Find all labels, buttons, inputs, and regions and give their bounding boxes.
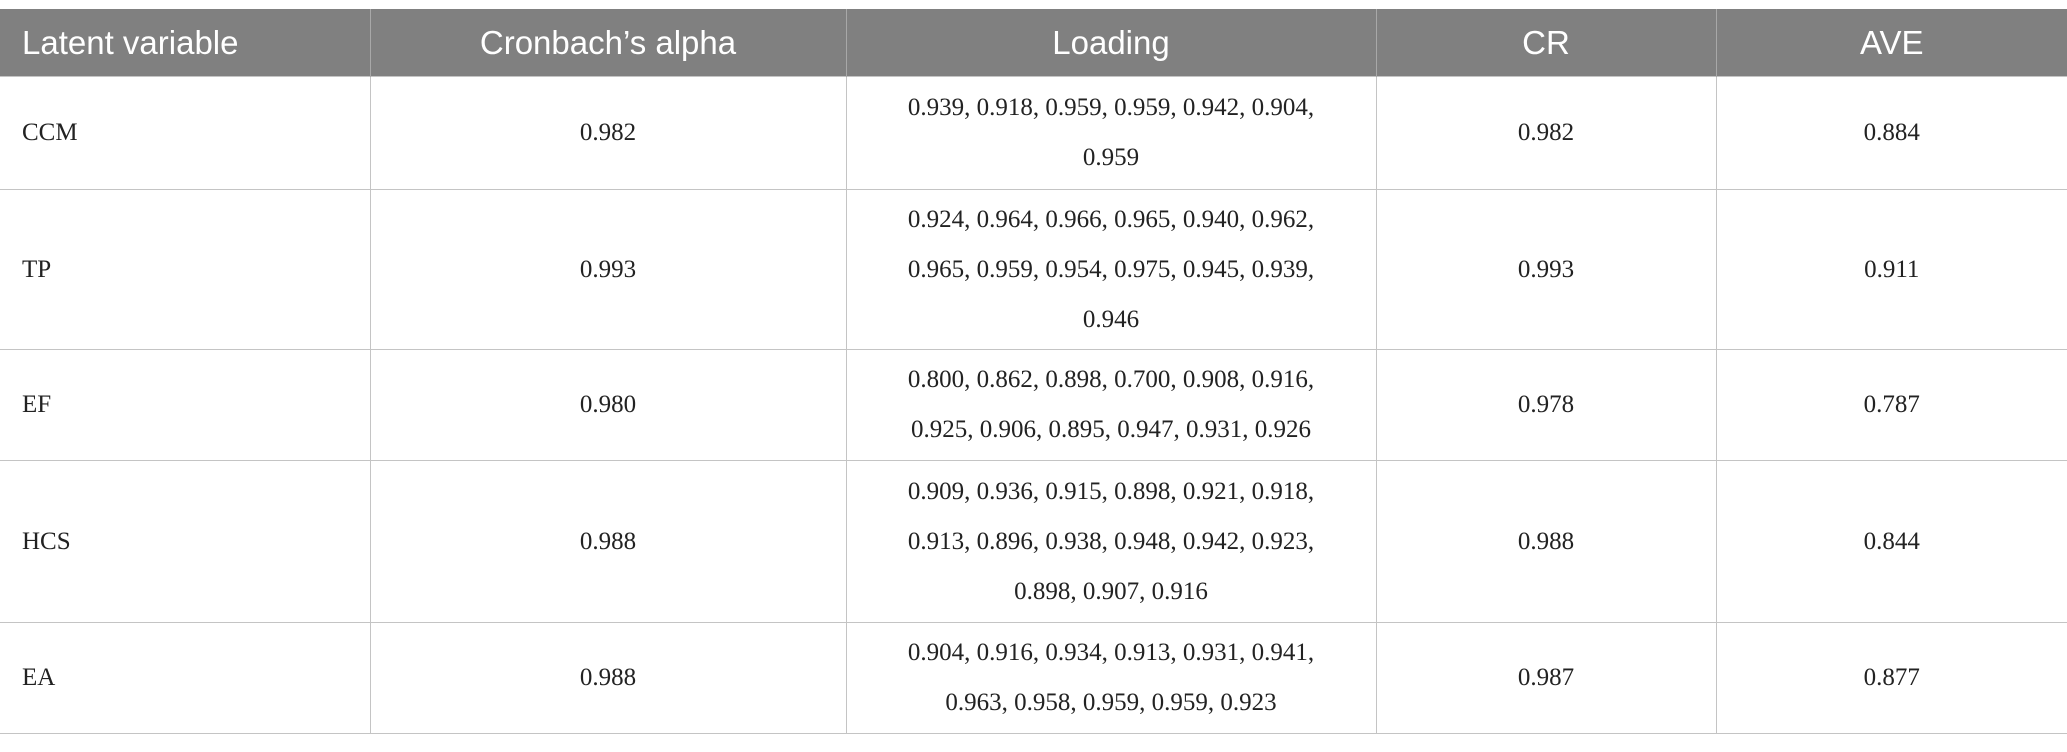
value-cell: 0.988 xyxy=(369,622,847,734)
loading-line: 0.925, 0.906, 0.895, 0.947, 0.931, 0.926 xyxy=(911,416,1311,443)
loading-cell: 0.924, 0.964, 0.966, 0.965, 0.940, 0.962… xyxy=(845,189,1377,350)
value-cell: 0.911 xyxy=(1715,189,2067,350)
variable-cell: HCS xyxy=(0,460,371,623)
table-row: EA 0.988 0.904, 0.916, 0.934, 0.913, 0.931… xyxy=(0,622,2067,734)
loading-line: 0.898, 0.907, 0.916 xyxy=(1014,577,1208,605)
header-cell: Cronbach’s alpha xyxy=(369,9,846,77)
reliability-table: Latent variable Cronbach’s alpha Loading CR… xyxy=(0,9,2067,734)
table-row: EF 0.980 0.800, 0.862, 0.898, 0.700, 0.908… xyxy=(0,349,2067,461)
table-row: TP 0.993 0.924, 0.964, 0.966, 0.965, 0.940… xyxy=(0,189,2067,350)
value-cell: 0.980 xyxy=(369,349,847,461)
value-cell: 0.982 xyxy=(369,76,847,190)
value-cell: 0.988 xyxy=(1375,460,1717,623)
table-body: CCM 0.982 0.939, 0.918, 0.959, 0.959, 0.94… xyxy=(0,76,2067,734)
value-cell: 0.884 xyxy=(1715,76,2067,190)
loading-cell: 0.800, 0.862, 0.898, 0.700, 0.908, 0.916… xyxy=(845,349,1377,461)
value-cell: 0.787 xyxy=(1715,349,2067,461)
table-row: CCM 0.982 0.939, 0.918, 0.959, 0.959, 0.94… xyxy=(0,76,2067,190)
value-cell: 0.993 xyxy=(1375,189,1717,350)
loading-line: 0.909, 0.936, 0.915, 0.898, 0.921, 0.918… xyxy=(907,477,1315,505)
variable-cell: CCM xyxy=(0,76,371,190)
header-row: Latent variable Cronbach’s alpha Loading CR… xyxy=(0,9,2067,77)
header-cell: Latent variable xyxy=(0,9,370,77)
loading-cell: 0.909, 0.936, 0.915, 0.898, 0.921, 0.918… xyxy=(845,460,1377,623)
loading-line: 0.959 xyxy=(1082,144,1140,171)
value-cell: 0.978 xyxy=(1375,349,1717,461)
header-cell: Loading xyxy=(845,9,1376,77)
loading-line: 0.904, 0.916, 0.934, 0.913, 0.931, 0.941… xyxy=(907,639,1315,666)
value-cell: 0.877 xyxy=(1715,622,2067,734)
header-cell: AVE xyxy=(1715,9,2067,77)
header-cell: CR xyxy=(1375,9,1716,77)
loading-line: 0.939, 0.918, 0.959, 0.959, 0.942, 0.904… xyxy=(907,94,1315,121)
loading-line: 0.913, 0.896, 0.938, 0.948, 0.942, 0.923… xyxy=(907,527,1315,555)
loading-line: 0.946 xyxy=(1082,305,1140,333)
value-cell: 0.993 xyxy=(369,189,847,350)
variable-cell: EF xyxy=(0,349,371,461)
variable-cell: EA xyxy=(0,622,371,734)
variable-cell: TP xyxy=(0,189,371,350)
loading-line: 0.924, 0.964, 0.966, 0.965, 0.940, 0.962… xyxy=(907,205,1315,233)
table-row: HCS 0.988 0.909, 0.936, 0.915, 0.898, 0.92… xyxy=(0,460,2067,623)
loading-line: 0.965, 0.959, 0.954, 0.975, 0.945, 0.939… xyxy=(907,255,1315,283)
value-cell: 0.844 xyxy=(1715,460,2067,623)
loading-cell: 0.939, 0.918, 0.959, 0.959, 0.942, 0.904… xyxy=(845,76,1377,190)
loading-line: 0.963, 0.958, 0.959, 0.959, 0.923 xyxy=(945,689,1277,716)
loading-line: 0.800, 0.862, 0.898, 0.700, 0.908, 0.916… xyxy=(907,366,1315,393)
value-cell: 0.987 xyxy=(1375,622,1717,734)
value-cell: 0.982 xyxy=(1375,76,1717,190)
loading-cell: 0.904, 0.916, 0.934, 0.913, 0.931, 0.941… xyxy=(845,622,1377,734)
value-cell: 0.988 xyxy=(369,460,847,623)
